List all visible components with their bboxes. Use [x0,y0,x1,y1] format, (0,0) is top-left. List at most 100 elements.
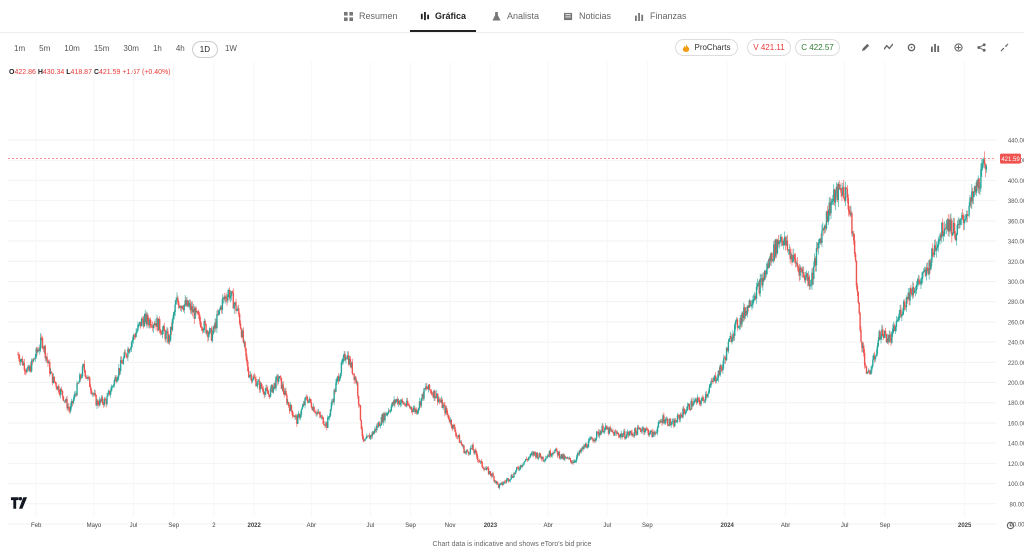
tab-finanzas[interactable]: Finanzas [635,0,687,32]
candle [858,302,860,314]
candle [236,310,238,311]
candle [970,197,972,202]
timeframe-1d[interactable]: 1D [191,41,218,58]
timeframe-1h[interactable]: 1h [152,44,162,53]
candle [384,413,386,421]
settings-icon[interactable] [1006,521,1015,530]
candle [859,313,861,330]
candle [69,408,71,412]
indicators-icon[interactable] [884,43,893,52]
candle [78,381,80,384]
candle [735,319,738,321]
pencil-icon[interactable] [861,43,870,52]
candle [208,333,210,338]
candle [299,414,302,418]
candle [267,390,269,394]
candle [880,336,882,340]
x-tick-label: 2024 [721,523,735,529]
candle [70,401,73,406]
candle [813,258,816,267]
candle [314,411,316,413]
candle [180,305,183,309]
candle [319,414,322,418]
candle [475,450,477,453]
add-icon[interactable] [954,43,963,52]
candle [279,376,282,378]
candle [355,377,357,383]
candle [178,302,180,308]
candle [832,199,834,201]
candle [652,432,654,437]
candle [642,427,644,430]
candle [297,415,299,424]
candle [847,197,849,210]
candle [441,399,443,408]
candle [52,376,55,383]
timeframe-15m[interactable]: 15m [93,44,110,53]
candle [667,424,670,426]
candle [307,399,309,403]
candle [417,407,420,411]
candle [25,371,27,372]
candle [69,405,72,412]
tab-analista[interactable]: Analista [492,0,539,32]
candle [403,403,405,405]
candle [906,297,909,300]
bar-chart-icon[interactable] [931,43,940,52]
candle [474,450,476,453]
candle [512,477,514,479]
tab-grafica[interactable]: Gráfica [409,0,477,32]
candle [785,240,788,246]
sell-price-button[interactable]: V 421.11 [747,39,791,56]
candle [874,356,877,360]
timeframe-4h[interactable]: 4h [175,44,185,53]
buy-price-button[interactable]: C 422.57 [795,39,840,56]
price-chart[interactable]: 60.00 80.00 100.00 120.00 140.00 160.00 180.00… [0,62,1024,532]
candle [604,427,606,432]
timeframe-10m[interactable]: 10m [64,44,80,53]
candle [175,300,177,305]
candle [187,300,189,307]
candle [349,358,352,367]
timeframe-5m[interactable]: 5m [39,44,51,53]
candle [328,415,331,418]
candle [221,298,224,310]
candle [978,178,980,189]
candle [571,462,573,464]
candle [347,355,349,359]
candle [317,412,319,414]
candle [390,406,393,411]
candle [211,333,214,341]
candle [628,433,631,436]
tab-noticias[interactable]: Noticias [564,0,611,32]
candle [108,390,110,394]
candle [982,163,984,164]
tab-resumen[interactable]: Resumen [344,0,398,32]
share-icon[interactable] [977,43,986,52]
y-tick-label: 440.00 [1008,139,1024,145]
candle [143,317,145,327]
candle [577,453,580,455]
timeframe-1w[interactable]: 1W [224,44,237,53]
settings-icon[interactable] [907,43,916,52]
candle [972,191,975,198]
candle [224,296,226,299]
candle [169,326,172,341]
candle [599,432,601,435]
candle [648,433,651,436]
timeframe-1m[interactable]: 1m [14,44,26,53]
candle [793,254,795,260]
procharts-button[interactable]: ProCharts [675,39,738,56]
candle [469,448,472,454]
candle [825,211,828,229]
candle [896,320,899,322]
candle [944,228,947,230]
candle [212,326,215,334]
collapse-icon[interactable] [1000,43,1009,52]
candle [488,471,491,474]
timeframe-30m[interactable]: 30m [123,44,139,53]
candle [535,453,537,458]
candle [198,314,200,315]
candle [617,433,620,436]
candle [240,328,243,338]
